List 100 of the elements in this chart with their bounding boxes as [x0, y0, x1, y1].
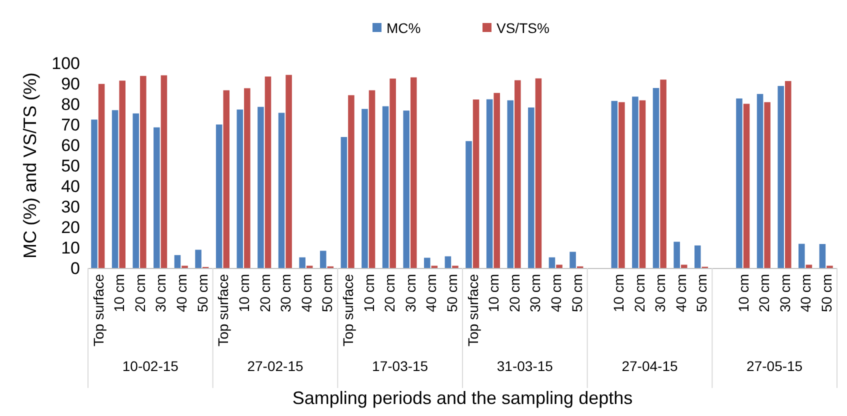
x-tick-label: 20 cm	[132, 274, 148, 312]
x-tick-label: Top surface	[215, 274, 232, 346]
bar	[618, 102, 625, 268]
x-tick-label: 10 cm	[735, 274, 752, 312]
bar	[236, 110, 244, 268]
bar	[258, 106, 264, 268]
bar	[806, 264, 812, 268]
x-tick-label: 50 cm	[694, 274, 710, 312]
text: 27-02-15	[247, 358, 304, 374]
x-tick-label: 30 cm	[402, 274, 418, 312]
bar	[611, 100, 618, 268]
x-tick-label: 30 cm	[776, 274, 793, 312]
legend-label: MC%	[386, 20, 421, 36]
bar	[340, 137, 348, 268]
x-tick-label: 40 cm	[798, 274, 814, 312]
bar	[382, 106, 389, 268]
bar	[570, 252, 576, 268]
bar	[784, 81, 792, 268]
bar	[486, 99, 493, 268]
x-tick-label: 10 cm	[486, 274, 502, 312]
bar	[132, 113, 140, 268]
bar	[299, 257, 306, 268]
x-tick-label: 40 cm	[548, 274, 564, 312]
x-tick-label: 20 cm	[506, 274, 522, 312]
y-tick-label: 20	[61, 218, 80, 237]
bar	[195, 250, 202, 268]
bar	[362, 108, 368, 268]
bar	[320, 250, 326, 268]
bar	[736, 98, 742, 268]
bar	[472, 99, 480, 268]
x-tick-label: 50 cm	[194, 274, 210, 312]
bar	[278, 112, 285, 268]
text: 31-03-15	[496, 358, 554, 374]
bar	[764, 102, 770, 268]
x-tick-label: 20 cm	[756, 274, 772, 312]
bar	[390, 78, 396, 268]
bar	[98, 84, 105, 268]
bar	[556, 264, 562, 268]
text: 17-03-15	[372, 358, 428, 374]
bar	[244, 88, 250, 268]
x-tick-label: Top surface	[464, 274, 481, 346]
bar	[174, 255, 181, 268]
y-tick-label: 30	[61, 197, 80, 216]
bar	[154, 127, 160, 268]
bar	[694, 245, 701, 268]
x-tick-label: 40 cm	[298, 274, 314, 312]
bar	[652, 88, 660, 268]
bar	[410, 77, 417, 268]
bar	[119, 80, 126, 268]
bar	[112, 110, 118, 268]
bar	[368, 90, 376, 268]
bar	[403, 110, 410, 268]
bar	[160, 75, 168, 268]
y-tick-label: 80	[61, 94, 80, 114]
text: 27-05-15	[746, 358, 803, 374]
bar	[348, 95, 354, 268]
x-tick-label: Top surface	[90, 274, 106, 346]
bar	[639, 100, 646, 268]
text: 27-04-15	[622, 358, 678, 374]
bar	[216, 124, 222, 268]
x-tick-label: 30 cm	[652, 274, 668, 312]
bar	[91, 120, 98, 268]
bar	[514, 80, 521, 268]
y-tick-label: 40	[61, 176, 80, 196]
bar	[535, 78, 542, 268]
x-tick-label: 30 cm	[278, 274, 294, 312]
x-tick-label: 50 cm	[444, 274, 460, 312]
bar	[778, 86, 784, 268]
y-tick-label: 90	[61, 74, 80, 94]
x-tick-label: 50 cm	[818, 274, 834, 312]
y-axis-title: MC (%) and VS/TS (%)	[20, 72, 40, 259]
x-tick-label: 40 cm	[423, 274, 440, 312]
y-tick-label: 100	[52, 54, 80, 73]
bar	[660, 80, 666, 268]
x-tick-label: 10 cm	[236, 274, 252, 312]
x-tick-label: 30 cm	[152, 274, 169, 312]
y-tick-label: 70	[61, 115, 80, 134]
y-tick-label: 60	[61, 136, 80, 155]
x-tick-label: 30 cm	[527, 274, 544, 312]
text: 10-02-15	[122, 358, 179, 374]
y-tick-label: 10	[61, 238, 80, 258]
bar	[680, 264, 688, 268]
bar	[548, 257, 556, 268]
bar	[798, 244, 805, 268]
x-tick-label: 10 cm	[610, 274, 626, 312]
bar	[819, 244, 826, 268]
bar	[264, 76, 272, 268]
x-tick-label: 40 cm	[174, 274, 190, 312]
bar	[140, 76, 146, 268]
x-axis-title: Sampling periods and the sampling depths	[292, 388, 633, 408]
y-tick-label: 50	[61, 156, 80, 176]
bar	[756, 94, 764, 268]
bar	[286, 74, 292, 268]
bar	[528, 107, 534, 268]
legend-label: VS/TS%	[496, 20, 550, 36]
x-tick-label: 10 cm	[111, 274, 128, 312]
x-tick-label: 50 cm	[319, 274, 336, 312]
x-tick-label: 50 cm	[568, 274, 585, 312]
x-tick-label: 20 cm	[631, 274, 648, 312]
bar	[444, 256, 452, 268]
